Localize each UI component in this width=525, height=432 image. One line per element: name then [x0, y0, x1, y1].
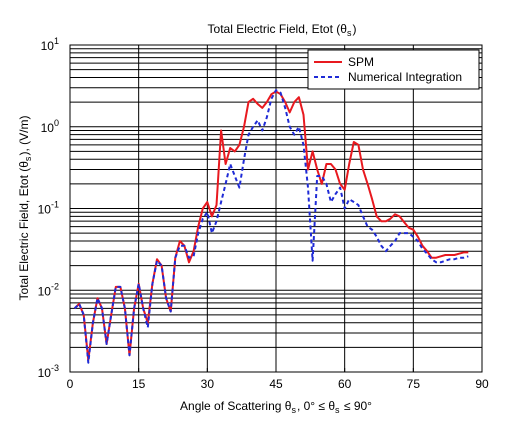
- x-tick-label: 15: [132, 377, 146, 391]
- x-axis-ticks: 0 15 30 45 60 75 90: [67, 368, 489, 391]
- x-tick-label: 75: [407, 377, 421, 391]
- series-line-spm: [73, 90, 469, 362]
- x-tick-label: 30: [201, 377, 215, 391]
- plot-series: [73, 89, 469, 364]
- x-tick-label: 0: [67, 377, 74, 391]
- chart-title: Total Electric Field, Etot (θs ): [208, 22, 357, 38]
- x-axis-label: Angle of Scattering θs , 0° ≤ θs ≤ 90°: [180, 399, 372, 415]
- y-axis-label: Total Electric Field, Etot (θs ), (V/m): [17, 116, 33, 301]
- y-tick-label: 10-1: [38, 200, 59, 217]
- y-tick-label: 10-2: [38, 281, 59, 298]
- plot-frame: [69, 44, 483, 373]
- y-tick-label: 10-3: [38, 363, 59, 380]
- legend-label: Numerical Integration: [348, 70, 462, 84]
- y-tick-label: 101: [41, 36, 59, 53]
- legend-label: SPM: [348, 55, 374, 69]
- x-tick-label: 60: [338, 377, 352, 391]
- y-axis-ticks: 10-3 10-2 10-1 100 101: [38, 36, 59, 380]
- x-tick-label: 45: [269, 377, 283, 391]
- x-tick-label: 90: [475, 377, 489, 391]
- y-tick-label: 100: [41, 118, 59, 135]
- legend-box: [307, 49, 480, 90]
